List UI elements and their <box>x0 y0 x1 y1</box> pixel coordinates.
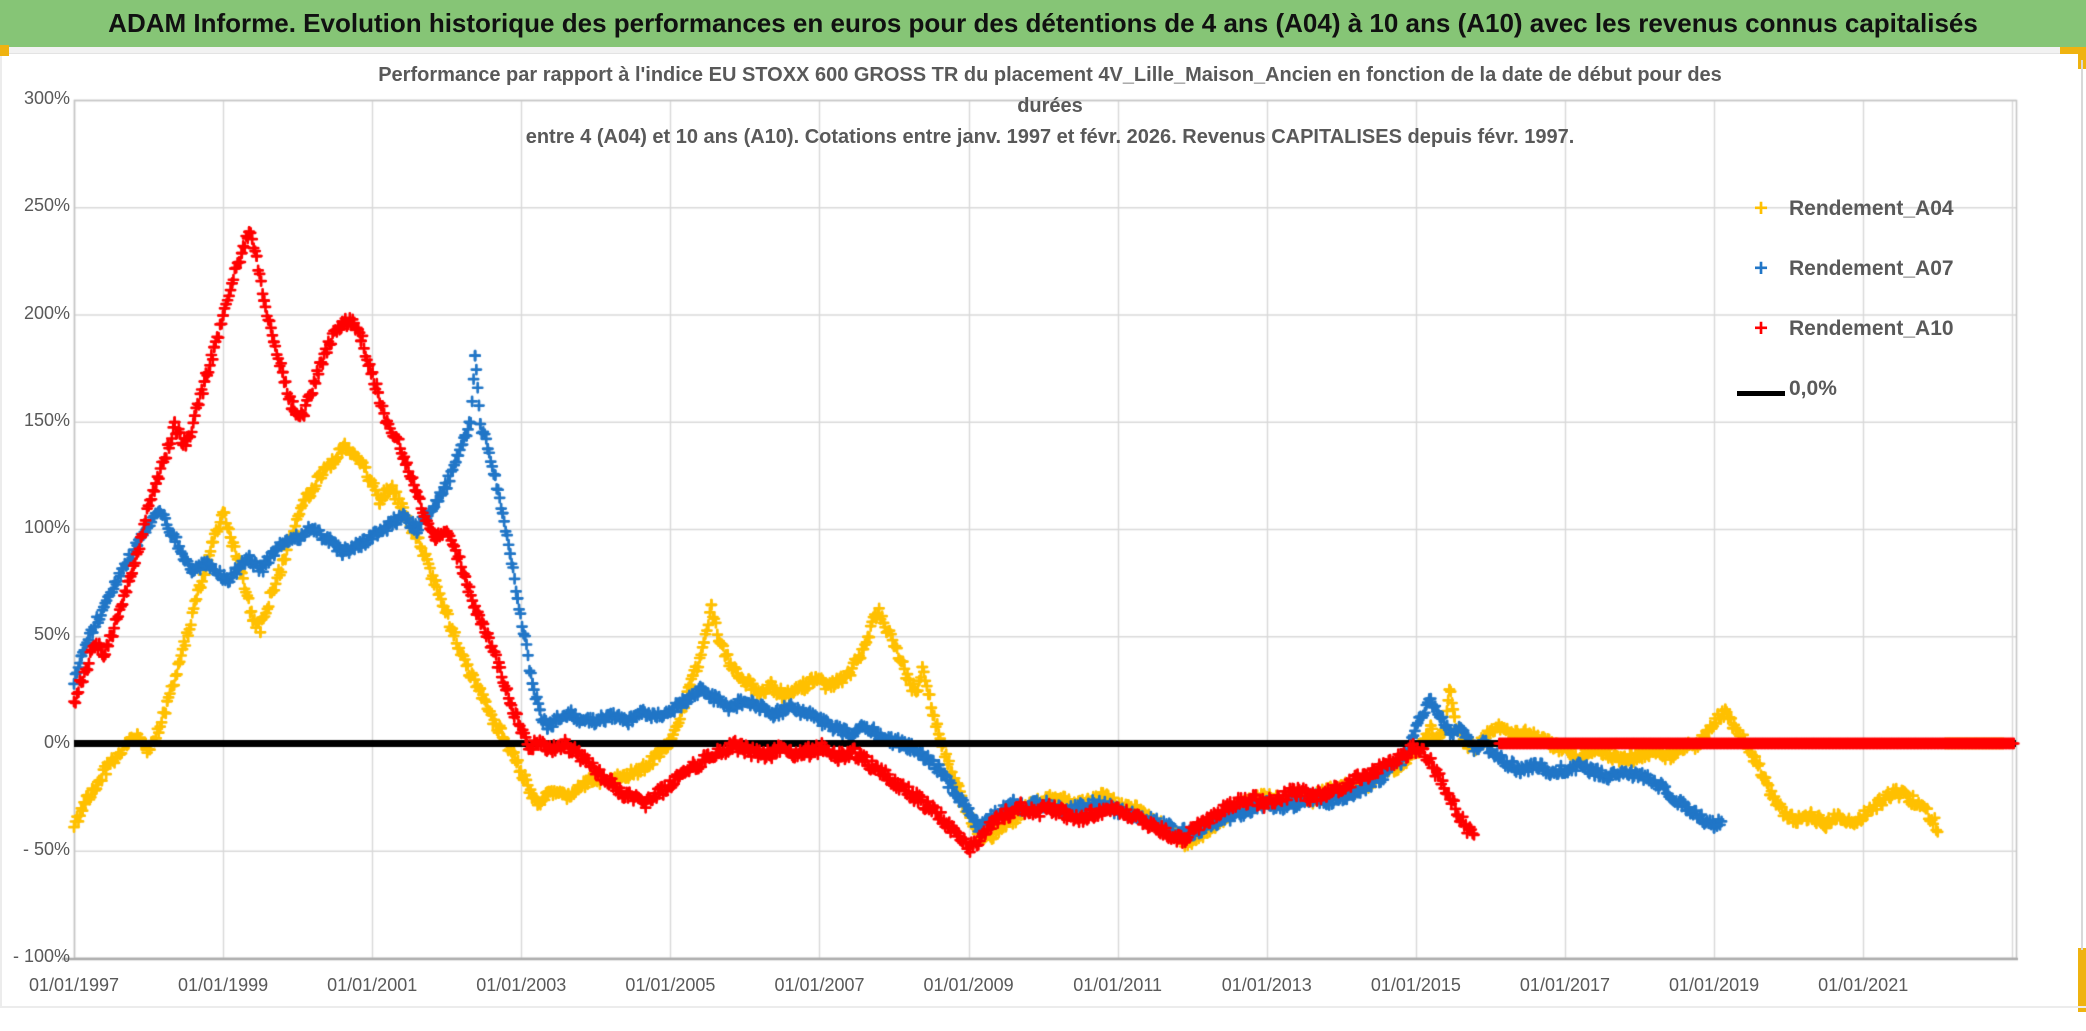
x-tick-label: 01/01/2013 <box>1221 975 1312 995</box>
x-tick-label: 01/01/2011 <box>1073 975 1163 995</box>
legend-label: Rendement_A10 <box>1789 316 1954 340</box>
legend-label: Rendement_A07 <box>1789 256 1954 280</box>
chart-title-line3: entre 4 (A04) et 10 ans (A10). Cotations… <box>525 126 1575 148</box>
bottom-border <box>0 1006 2086 1008</box>
x-tick-label: 01/01/2007 <box>774 975 865 995</box>
y-tick-label: - 100% <box>12 946 70 966</box>
chart-title-line2: durées <box>1017 95 1083 117</box>
x-tick-label: 01/01/2001 <box>327 975 418 995</box>
x-tick-label: 01/01/2015 <box>1370 975 1461 995</box>
chart-title-line1: Performance par rapport à l'indice EU ST… <box>378 64 1722 86</box>
legend-label: Rendement_A04 <box>1789 196 1954 220</box>
plus-marker-icon: + <box>1753 314 1768 342</box>
y-tick-label: 150% <box>23 409 70 430</box>
title-bar: ADAM Informe. Evolution historique des p… <box>0 0 2086 47</box>
gold-accent-left <box>0 45 9 56</box>
zero-line-swatch <box>1736 379 1786 399</box>
legend-item-rendement-a04: + Rendement_A04 <box>1736 186 1954 231</box>
y-tick-label: 0% <box>43 731 70 752</box>
banner-divider <box>0 47 2086 54</box>
right-border <box>2081 60 2083 950</box>
x-tick-label: 01/01/2019 <box>1669 975 1760 995</box>
plus-marker-icon: + <box>1753 194 1768 222</box>
gold-accent-top-right-edge <box>2078 47 2086 69</box>
gold-accent-top-right <box>2060 47 2086 54</box>
chart-legend: + Rendement_A04 + Rendement_A07 + Rendem… <box>1736 186 1954 426</box>
x-tick-label: 01/01/2003 <box>476 975 567 995</box>
y-tick-label: 250% <box>23 195 70 216</box>
plus-marker-icon: + <box>1753 254 1768 282</box>
legend-label: 0,0% <box>1789 376 1837 400</box>
y-tick-label: 300% <box>23 88 70 108</box>
legend-item-zero-line: 0,0% <box>1736 366 1954 411</box>
x-tick-label: 01/01/2017 <box>1519 975 1611 995</box>
chart-title: Performance par rapport à l'indice EU ST… <box>180 60 1920 153</box>
page-title: ADAM Informe. Evolution historique des p… <box>108 8 1978 38</box>
x-tick-label: 01/01/2021 <box>1818 975 1909 995</box>
y-tick-label: 100% <box>23 517 70 537</box>
x-tick-label: 01/01/1997 <box>28 975 120 995</box>
y-tick-label: - 50% <box>22 838 70 859</box>
gold-accent-bottom-right <box>2078 948 2086 1012</box>
y-tick-label: 50% <box>33 624 70 645</box>
legend-item-rendement-a07: + Rendement_A07 <box>1736 246 1954 291</box>
left-border <box>0 56 2 1006</box>
x-tick-label: 01/01/2005 <box>625 975 716 995</box>
x-tick-label: 01/01/1999 <box>178 975 269 995</box>
y-tick-label: 200% <box>23 302 70 323</box>
x-tick-label: 01/01/2009 <box>923 975 1014 995</box>
legend-item-rendement-a10: + Rendement_A10 <box>1736 306 1954 351</box>
